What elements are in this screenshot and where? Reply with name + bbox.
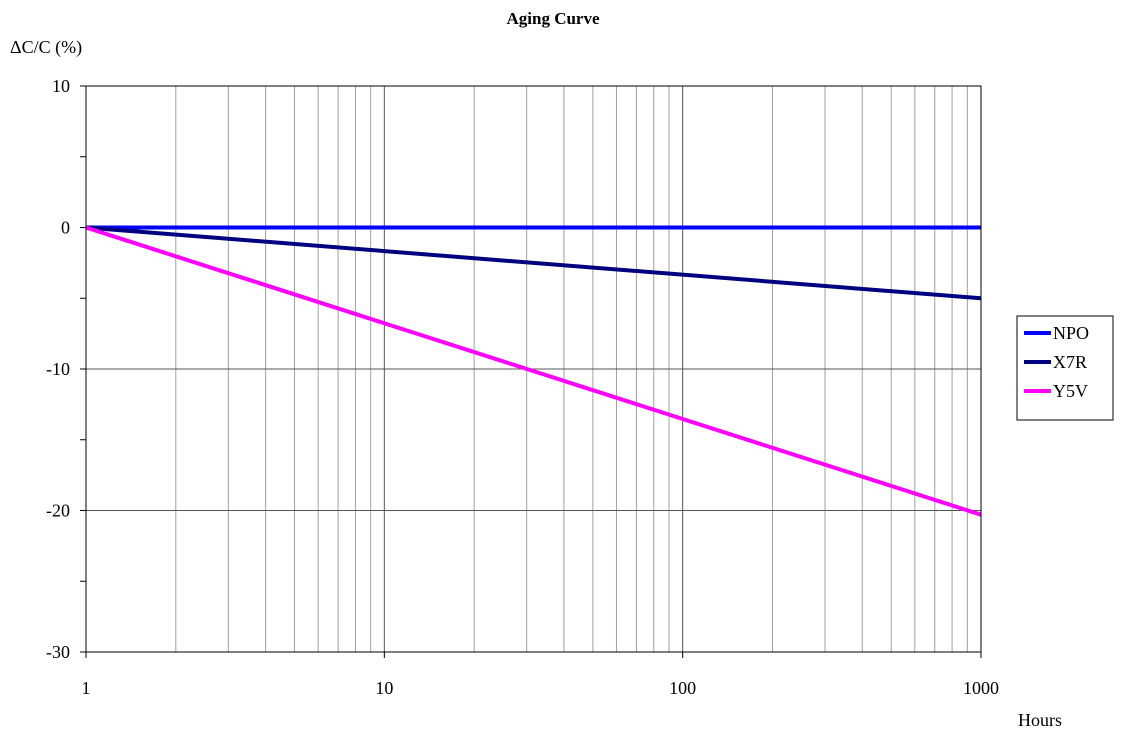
chart-title: Aging Curve [506,9,599,28]
legend-label-npo: NPO [1053,323,1089,343]
series-lines [85,225,982,517]
plot-frame [85,85,982,653]
x-tick-label: 100 [669,678,696,698]
y-tick-label: -10 [46,359,70,379]
x-tick-label: 1 [82,678,91,698]
y-tick-label: -30 [46,642,70,662]
y-tick-label: 10 [52,76,70,96]
y-axis-label: ΔC/C (%) [10,37,82,58]
axis-ticks [80,85,982,658]
legend-label-x7r: X7R [1053,352,1087,372]
y-tick-label: -20 [46,501,70,521]
series-line-x7r [85,225,982,301]
x-tick-label: 1000 [963,678,999,698]
y-tick-label: 0 [61,218,70,238]
series-line-y5v [85,225,982,517]
x-axis-label: Hours [1018,710,1062,730]
x-tick-label: 10 [375,678,393,698]
tick-labels: 100-10-20-301 10 100 1000 [46,76,999,698]
legend-label-y5v: Y5V [1053,381,1088,401]
legend: NPO X7R Y5V [1016,315,1114,421]
